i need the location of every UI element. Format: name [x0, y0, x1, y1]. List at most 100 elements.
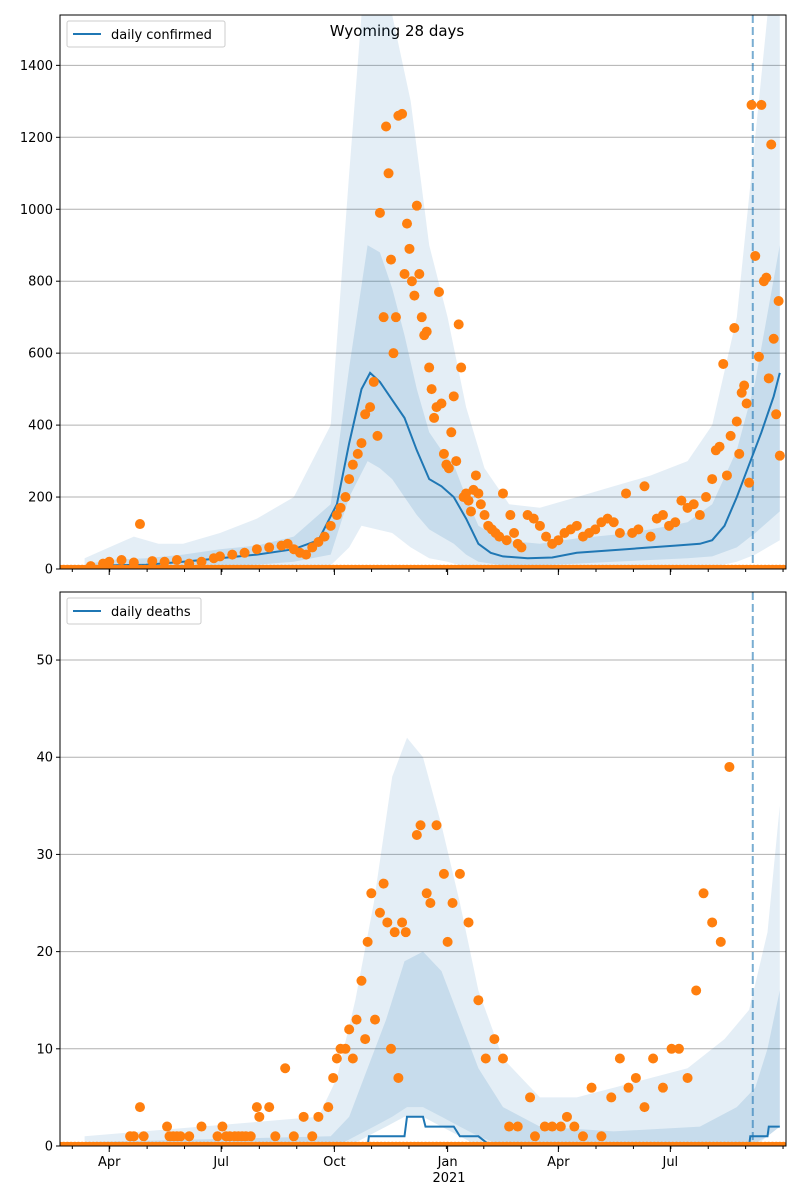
data-point	[196, 556, 207, 567]
data-point	[368, 376, 379, 387]
confirmed-panel: 0 200 400 600 800 1000 1200 1400 daily confirme…	[20, 14, 787, 578]
data-point	[340, 1043, 351, 1054]
y-tick-label: 10	[36, 1042, 53, 1057]
y-tick-label: 1000	[20, 203, 53, 218]
y-tick-label: 600	[28, 347, 53, 362]
data-point	[525, 1092, 536, 1103]
data-point	[473, 995, 484, 1006]
legend-box	[66, 597, 202, 625]
data-point	[673, 1043, 684, 1054]
data-point	[386, 254, 397, 265]
data-point	[621, 488, 632, 499]
data-point	[298, 1111, 309, 1122]
data-point	[411, 829, 422, 840]
data-point	[390, 312, 401, 323]
data-point	[639, 481, 650, 492]
data-point	[389, 927, 400, 938]
confirmed-plot-area	[60, 15, 786, 569]
deaths-plot-area	[60, 592, 786, 1146]
data-point	[344, 474, 355, 485]
data-point	[456, 362, 467, 373]
data-point	[425, 898, 436, 909]
data-point	[753, 351, 764, 362]
data-point	[313, 1111, 324, 1122]
data-point	[399, 269, 410, 280]
data-point	[128, 557, 139, 568]
data-point	[328, 1072, 339, 1083]
data-point	[288, 1131, 299, 1142]
data-point	[431, 820, 442, 831]
data-point	[534, 520, 545, 531]
model-line	[84, 1115, 780, 1146]
data-point	[400, 927, 411, 938]
figure-title: Wyoming 28 days	[330, 22, 465, 40]
legend-label: daily deaths	[111, 605, 191, 620]
data-point	[480, 1053, 491, 1064]
data-point	[128, 1131, 139, 1142]
data-point	[447, 898, 458, 909]
data-point	[426, 384, 437, 395]
data-point	[596, 1131, 607, 1142]
data-point	[212, 1131, 223, 1142]
y-tick-label: 200	[28, 491, 53, 506]
data-point	[433, 287, 444, 297]
data-point	[561, 1111, 572, 1122]
x-tick-label: Jan	[437, 1155, 458, 1170]
data-point	[227, 549, 238, 560]
data-point	[251, 544, 262, 555]
data-point	[763, 373, 774, 384]
data-point	[666, 1043, 677, 1054]
data-point	[85, 561, 96, 569]
data-point	[370, 1014, 381, 1025]
data-point	[409, 290, 420, 301]
data-point	[676, 495, 687, 506]
data-point	[473, 488, 484, 499]
data-point	[184, 558, 195, 569]
data-point	[397, 917, 408, 928]
data-point	[715, 936, 726, 947]
data-point	[691, 985, 702, 996]
data-point	[347, 459, 358, 470]
data-point	[741, 398, 752, 409]
data-point	[577, 1131, 588, 1142]
data-point	[645, 531, 656, 542]
data-point	[356, 438, 367, 449]
data-point	[657, 1082, 668, 1093]
confidence-band-outer	[84, 15, 780, 569]
data-point	[386, 1043, 397, 1054]
data-point	[606, 1092, 617, 1103]
data-point	[347, 1053, 358, 1064]
data-point	[116, 555, 127, 566]
data-point	[555, 1121, 566, 1132]
data-point	[529, 1131, 540, 1142]
y-tick-label: 50	[36, 654, 53, 669]
data-point	[623, 1082, 634, 1093]
data-point	[159, 556, 170, 567]
data-point	[383, 168, 394, 179]
data-point	[356, 975, 367, 986]
data-point	[698, 888, 709, 899]
data-point	[470, 470, 481, 481]
legend-label: daily confirmed	[111, 28, 212, 43]
confirmed-axes: 0 200 400 600 800 1000 1200 1400	[20, 14, 787, 578]
data-point	[489, 1034, 500, 1045]
data-point	[724, 761, 735, 772]
data-point	[707, 917, 718, 928]
data-point	[424, 362, 435, 373]
data-point	[393, 1072, 404, 1083]
data-point	[411, 200, 422, 211]
data-point	[264, 1102, 275, 1113]
data-point	[171, 555, 182, 566]
data-point	[614, 1053, 625, 1064]
data-point	[648, 1053, 659, 1064]
data-point	[586, 1082, 597, 1093]
data-point	[512, 1121, 523, 1132]
data-point	[774, 450, 785, 461]
y-tick-label: 400	[28, 419, 53, 434]
data-point	[766, 139, 777, 150]
data-point	[415, 820, 426, 831]
data-point	[382, 917, 393, 928]
data-point	[134, 1102, 145, 1113]
x-tick-label: Apr	[547, 1155, 570, 1170]
